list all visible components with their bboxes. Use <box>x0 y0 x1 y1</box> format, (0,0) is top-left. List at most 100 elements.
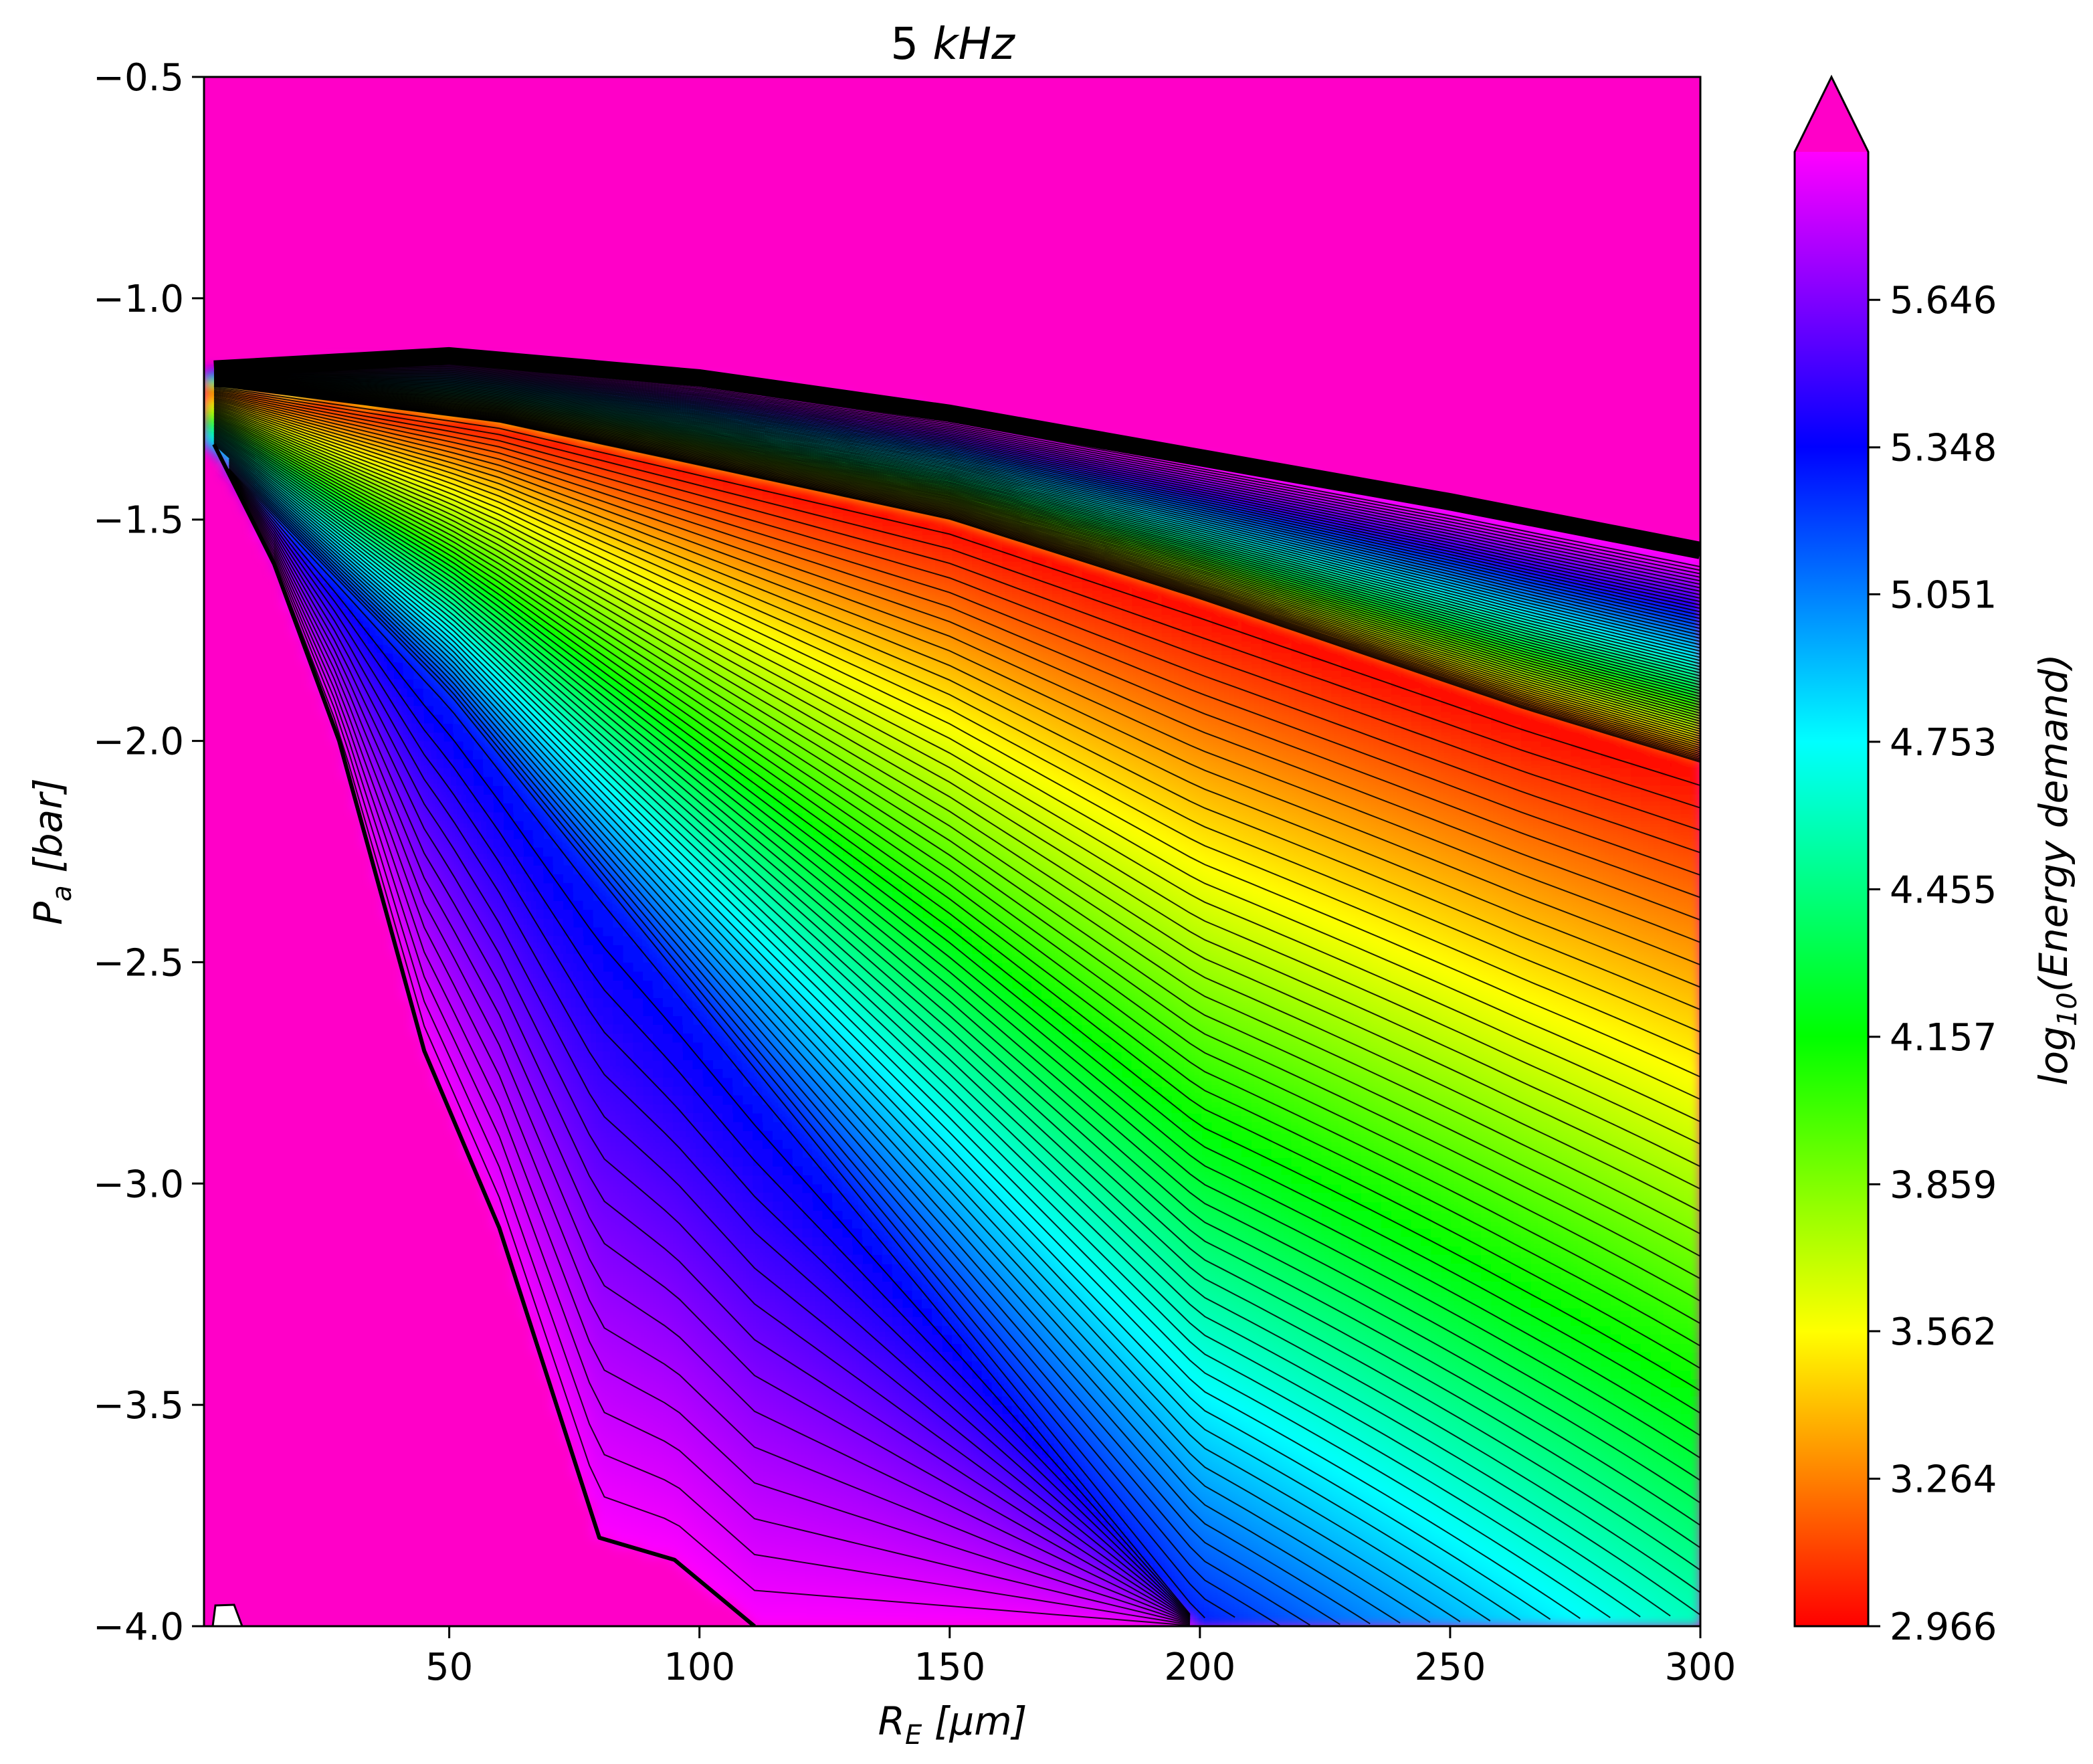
heat-cell <box>753 1538 763 1547</box>
heat-cell <box>523 945 534 954</box>
heat-cell <box>742 1175 753 1184</box>
heat-cell <box>713 1449 724 1458</box>
heat-cell <box>753 1591 763 1600</box>
heat-cell <box>464 1024 474 1034</box>
heat-cell <box>613 1219 623 1228</box>
heat-cell <box>633 1157 643 1167</box>
heat-cell <box>723 1104 734 1113</box>
heat-cell <box>713 1298 724 1308</box>
heat-cell <box>732 900 743 910</box>
heat-cell <box>533 945 544 954</box>
heat-cell <box>413 679 424 688</box>
heat-cell <box>583 900 594 910</box>
heat-cell <box>723 1290 734 1299</box>
heat-cell <box>693 1193 704 1202</box>
heat-cell <box>573 777 584 786</box>
heat-cell <box>723 1369 734 1379</box>
heat-cell <box>713 1060 724 1069</box>
heat-cell <box>753 882 763 892</box>
heat-cell <box>633 1458 643 1468</box>
heat-cell <box>693 1502 704 1512</box>
heat-cell <box>713 1361 724 1370</box>
heat-cell <box>623 1396 633 1405</box>
heat-cell <box>623 1520 633 1529</box>
heat-cell <box>763 1396 773 1405</box>
heat-cell <box>623 1095 633 1104</box>
heat-cell <box>533 1183 544 1193</box>
heat-cell <box>683 1095 694 1104</box>
heat-cell <box>593 829 604 839</box>
heat-cell <box>663 1413 674 1423</box>
heat-cell <box>464 856 474 866</box>
heat-cell <box>663 1502 674 1512</box>
heat-cell <box>494 1024 504 1034</box>
heat-cell <box>204 395 215 405</box>
heat-cell <box>732 1449 743 1458</box>
heat-cell <box>633 1237 643 1246</box>
heat-cell <box>653 1193 664 1202</box>
heat-cell <box>503 1078 514 1087</box>
heat-cell <box>494 785 504 795</box>
heat-cell <box>703 1281 714 1290</box>
heat-cell <box>742 1405 753 1414</box>
heat-cell <box>603 1467 614 1476</box>
heat-cell <box>474 811 484 821</box>
heat-cell <box>732 635 743 644</box>
heat-cell <box>593 1413 604 1423</box>
heat-cell <box>603 936 614 945</box>
heat-cell <box>693 1343 704 1353</box>
heat-cell <box>703 1538 714 1547</box>
heat-cell <box>683 1352 694 1361</box>
heat-cell <box>732 1183 743 1193</box>
heat-cell <box>344 564 355 573</box>
heat-cell <box>753 1458 763 1468</box>
heat-cell <box>643 1396 654 1405</box>
heat-cell <box>443 847 454 856</box>
heat-cell <box>623 936 633 945</box>
heat-cell <box>713 829 724 839</box>
heat-cell <box>583 1112 594 1122</box>
heat-cell <box>663 1281 674 1290</box>
heat-cell <box>474 909 484 918</box>
heat-cell <box>573 1033 584 1042</box>
heat-cell <box>573 1051 584 1060</box>
heat-cell <box>742 1369 753 1379</box>
heat-cell <box>633 1201 643 1211</box>
heat-cell <box>633 997 643 1007</box>
heat-cell <box>732 1122 743 1131</box>
heat-cell <box>663 794 674 803</box>
heat-cell <box>623 1361 633 1370</box>
heat-cell <box>742 1095 753 1104</box>
heat-cell <box>443 741 454 751</box>
heat-cell <box>742 874 753 883</box>
heat-cell <box>753 1139 763 1149</box>
heat-cell <box>633 1290 643 1299</box>
heat-cell <box>583 767 594 777</box>
heat-cell <box>643 1024 654 1034</box>
heat-cell <box>613 1361 623 1370</box>
heat-cell <box>573 1290 584 1299</box>
heat-cell <box>583 732 594 741</box>
heat-cell <box>563 997 574 1007</box>
heat-cell <box>533 865 544 874</box>
heat-cell <box>643 1423 654 1432</box>
heat-cell <box>643 1538 654 1547</box>
heat-cell <box>663 989 674 998</box>
heat-cell <box>703 874 714 883</box>
heat-cell <box>753 1529 763 1538</box>
heat-cell <box>583 1272 594 1282</box>
heat-cell <box>593 962 604 971</box>
heat-cell <box>673 1529 684 1538</box>
heat-cell <box>683 1290 694 1299</box>
heat-cell <box>703 1228 714 1238</box>
heat-cell <box>603 1396 614 1405</box>
heat-cell <box>653 1538 664 1547</box>
heat-cell <box>613 1298 623 1308</box>
heat-cell <box>583 1237 594 1246</box>
heat-cell <box>454 865 464 874</box>
heat-cell <box>593 1033 604 1042</box>
heat-cell <box>653 980 664 989</box>
heat-cell <box>693 1290 704 1299</box>
heat-cell <box>742 1281 753 1290</box>
heat-cell <box>603 1316 614 1326</box>
